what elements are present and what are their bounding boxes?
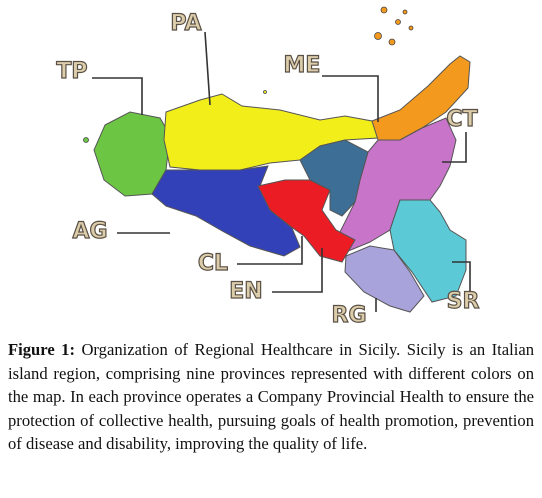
province-label: EN	[229, 279, 262, 304]
province	[299, 139, 369, 217]
province	[389, 199, 467, 303]
figure-caption: Figure 1: Organization of Regional Healt…	[8, 338, 534, 456]
province-label: RG	[332, 303, 367, 328]
province-label: CT	[446, 107, 477, 132]
province-label: CL	[198, 251, 228, 276]
leader-lines	[92, 31, 471, 312]
islands	[83, 6, 414, 143]
caption-label: Figure 1:	[8, 340, 75, 359]
province-label: TP	[56, 59, 87, 84]
province	[344, 245, 425, 313]
province-label: AG	[72, 219, 107, 244]
caption-text: Organization of Regional Healthcare in S…	[8, 340, 534, 454]
province-label: SR	[447, 289, 480, 314]
province-label: ME	[284, 53, 321, 78]
province-label: PA	[170, 11, 201, 36]
